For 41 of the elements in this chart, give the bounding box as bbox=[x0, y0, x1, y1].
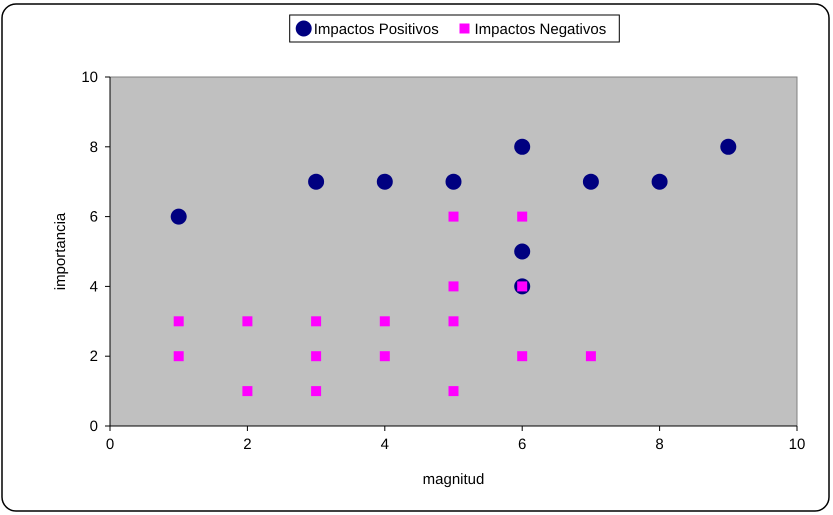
point bbox=[174, 316, 184, 326]
point bbox=[311, 351, 322, 362]
point bbox=[242, 386, 252, 396]
point bbox=[586, 351, 596, 362]
x-tick-label: 10 bbox=[788, 436, 806, 453]
x-tick-label: 2 bbox=[243, 436, 252, 453]
y-tick-label: 4 bbox=[90, 278, 98, 296]
x-axis-title: magnitud bbox=[422, 471, 484, 488]
point bbox=[448, 212, 458, 222]
y-tick-label: 0 bbox=[90, 418, 98, 435]
legend-label: Impactos Negativos bbox=[474, 21, 606, 38]
point bbox=[446, 174, 462, 190]
x-tick-label: 0 bbox=[106, 436, 114, 453]
legend-label: Impactos Positivos bbox=[314, 21, 439, 38]
x-tick-label: 6 bbox=[518, 436, 526, 453]
point bbox=[652, 174, 668, 190]
point bbox=[517, 212, 528, 222]
point bbox=[311, 386, 322, 396]
y-tick-label: 8 bbox=[90, 138, 98, 156]
point bbox=[448, 386, 458, 396]
y-tick-label: 10 bbox=[81, 69, 98, 86]
point bbox=[448, 316, 458, 326]
y-axis-title: importancia bbox=[52, 212, 69, 290]
point bbox=[308, 174, 324, 190]
x-tick-label: 8 bbox=[655, 436, 664, 453]
y-tick-label: 2 bbox=[90, 348, 98, 366]
point bbox=[380, 351, 390, 362]
point bbox=[242, 316, 252, 326]
point bbox=[517, 351, 528, 362]
y-tick-label: 6 bbox=[90, 208, 98, 226]
point bbox=[720, 138, 736, 155]
point bbox=[514, 138, 530, 155]
point bbox=[582, 174, 599, 190]
point bbox=[170, 208, 187, 225]
x-tick-label: 4 bbox=[380, 436, 389, 453]
point bbox=[380, 316, 390, 326]
point bbox=[311, 316, 322, 326]
point bbox=[448, 281, 458, 292]
point bbox=[514, 244, 530, 260]
point bbox=[174, 351, 184, 362]
point bbox=[376, 174, 393, 190]
